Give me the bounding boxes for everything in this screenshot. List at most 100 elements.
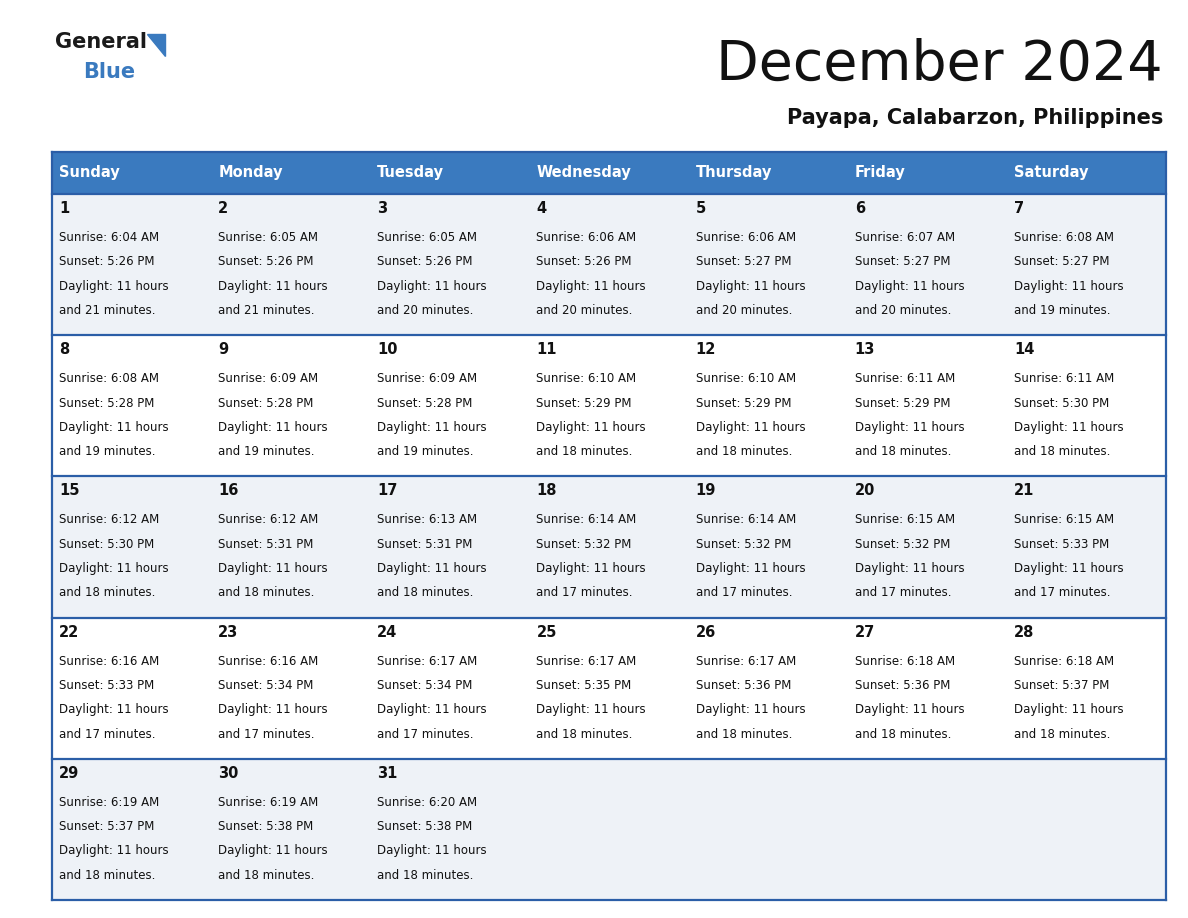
- Text: Sunset: 5:31 PM: Sunset: 5:31 PM: [219, 538, 314, 551]
- Text: Sunset: 5:29 PM: Sunset: 5:29 PM: [854, 397, 950, 409]
- Text: and 18 minutes.: and 18 minutes.: [854, 445, 952, 458]
- Text: 10: 10: [378, 342, 398, 357]
- Bar: [1007, 759, 1165, 900]
- Text: Daylight: 11 hours: Daylight: 11 hours: [378, 562, 487, 575]
- Bar: [52, 618, 211, 759]
- Text: Daylight: 11 hours: Daylight: 11 hours: [378, 703, 487, 716]
- Text: Daylight: 11 hours: Daylight: 11 hours: [695, 420, 805, 434]
- Text: 2: 2: [219, 201, 228, 216]
- Text: and 18 minutes.: and 18 minutes.: [1013, 445, 1111, 458]
- Text: and 18 minutes.: and 18 minutes.: [219, 587, 315, 599]
- Text: Sunrise: 6:15 AM: Sunrise: 6:15 AM: [1013, 513, 1114, 526]
- Text: Daylight: 11 hours: Daylight: 11 hours: [537, 703, 646, 716]
- Bar: [52, 335, 211, 476]
- Text: Daylight: 11 hours: Daylight: 11 hours: [378, 845, 487, 857]
- Text: Daylight: 11 hours: Daylight: 11 hours: [854, 280, 965, 293]
- Bar: [1007, 194, 1165, 335]
- Text: Daylight: 11 hours: Daylight: 11 hours: [1013, 703, 1124, 716]
- Text: Daylight: 11 hours: Daylight: 11 hours: [854, 562, 965, 575]
- Text: 30: 30: [219, 766, 239, 781]
- Text: 13: 13: [854, 342, 876, 357]
- Bar: [211, 335, 371, 476]
- Text: Monday: Monday: [219, 165, 283, 181]
- Text: 20: 20: [854, 484, 876, 498]
- Text: and 17 minutes.: and 17 minutes.: [378, 728, 474, 741]
- Text: and 17 minutes.: and 17 minutes.: [219, 728, 315, 741]
- Text: and 18 minutes.: and 18 minutes.: [1013, 728, 1111, 741]
- Text: 8: 8: [59, 342, 69, 357]
- Text: Sunrise: 6:19 AM: Sunrise: 6:19 AM: [59, 796, 159, 809]
- Bar: [530, 476, 689, 618]
- Text: Sunset: 5:28 PM: Sunset: 5:28 PM: [219, 397, 314, 409]
- Text: Daylight: 11 hours: Daylight: 11 hours: [1013, 420, 1124, 434]
- Text: Sunset: 5:30 PM: Sunset: 5:30 PM: [59, 538, 154, 551]
- Text: and 18 minutes.: and 18 minutes.: [537, 445, 633, 458]
- Bar: [848, 194, 1007, 335]
- Text: Sunset: 5:34 PM: Sunset: 5:34 PM: [219, 679, 314, 692]
- Text: Sunrise: 6:11 AM: Sunrise: 6:11 AM: [854, 372, 955, 386]
- Text: Daylight: 11 hours: Daylight: 11 hours: [695, 562, 805, 575]
- Text: Daylight: 11 hours: Daylight: 11 hours: [1013, 562, 1124, 575]
- Text: Sunrise: 6:11 AM: Sunrise: 6:11 AM: [1013, 372, 1114, 386]
- Text: Sunset: 5:26 PM: Sunset: 5:26 PM: [537, 255, 632, 268]
- Text: and 19 minutes.: and 19 minutes.: [378, 445, 474, 458]
- Bar: [530, 618, 689, 759]
- Text: and 18 minutes.: and 18 minutes.: [219, 868, 315, 882]
- Text: Sunset: 5:26 PM: Sunset: 5:26 PM: [378, 255, 473, 268]
- Text: Sunset: 5:29 PM: Sunset: 5:29 PM: [695, 397, 791, 409]
- Text: 19: 19: [695, 484, 716, 498]
- Text: Daylight: 11 hours: Daylight: 11 hours: [378, 280, 487, 293]
- Text: Sunrise: 6:06 AM: Sunrise: 6:06 AM: [695, 231, 796, 244]
- Bar: [689, 759, 848, 900]
- Text: Sunrise: 6:14 AM: Sunrise: 6:14 AM: [695, 513, 796, 526]
- Bar: [689, 152, 848, 194]
- Bar: [371, 618, 530, 759]
- Bar: [1007, 335, 1165, 476]
- Text: and 17 minutes.: and 17 minutes.: [537, 587, 633, 599]
- Text: 16: 16: [219, 484, 239, 498]
- Bar: [371, 759, 530, 900]
- Bar: [689, 618, 848, 759]
- Text: and 17 minutes.: and 17 minutes.: [1013, 587, 1111, 599]
- Text: Daylight: 11 hours: Daylight: 11 hours: [854, 703, 965, 716]
- Text: Sunrise: 6:12 AM: Sunrise: 6:12 AM: [59, 513, 159, 526]
- Text: Sunrise: 6:08 AM: Sunrise: 6:08 AM: [1013, 231, 1114, 244]
- Text: 27: 27: [854, 624, 876, 640]
- Text: and 18 minutes.: and 18 minutes.: [537, 728, 633, 741]
- Text: Sunrise: 6:18 AM: Sunrise: 6:18 AM: [1013, 655, 1114, 667]
- Bar: [848, 335, 1007, 476]
- Text: Sunset: 5:37 PM: Sunset: 5:37 PM: [1013, 679, 1110, 692]
- Text: Daylight: 11 hours: Daylight: 11 hours: [59, 562, 169, 575]
- Text: 3: 3: [378, 201, 387, 216]
- Text: Saturday: Saturday: [1013, 165, 1088, 181]
- Text: 25: 25: [537, 624, 557, 640]
- Bar: [211, 618, 371, 759]
- Text: Sunset: 5:26 PM: Sunset: 5:26 PM: [59, 255, 154, 268]
- Bar: [530, 152, 689, 194]
- Text: 11: 11: [537, 342, 557, 357]
- Text: Sunset: 5:34 PM: Sunset: 5:34 PM: [378, 679, 473, 692]
- Bar: [52, 194, 211, 335]
- Text: Sunrise: 6:08 AM: Sunrise: 6:08 AM: [59, 372, 159, 386]
- Text: Daylight: 11 hours: Daylight: 11 hours: [59, 703, 169, 716]
- Text: Sunset: 5:38 PM: Sunset: 5:38 PM: [378, 820, 473, 834]
- Text: Daylight: 11 hours: Daylight: 11 hours: [59, 420, 169, 434]
- Bar: [689, 335, 848, 476]
- Bar: [689, 194, 848, 335]
- Text: Sunset: 5:35 PM: Sunset: 5:35 PM: [537, 679, 632, 692]
- Text: Sunset: 5:28 PM: Sunset: 5:28 PM: [59, 397, 154, 409]
- Text: Sunrise: 6:20 AM: Sunrise: 6:20 AM: [378, 796, 478, 809]
- Text: and 17 minutes.: and 17 minutes.: [854, 587, 952, 599]
- Text: and 18 minutes.: and 18 minutes.: [695, 728, 792, 741]
- Bar: [371, 335, 530, 476]
- Bar: [371, 152, 530, 194]
- Text: and 20 minutes.: and 20 minutes.: [695, 304, 792, 317]
- Text: Friday: Friday: [854, 165, 905, 181]
- Text: Sunset: 5:36 PM: Sunset: 5:36 PM: [695, 679, 791, 692]
- Text: 7: 7: [1013, 201, 1024, 216]
- Bar: [211, 476, 371, 618]
- Text: 28: 28: [1013, 624, 1035, 640]
- Text: and 18 minutes.: and 18 minutes.: [59, 587, 156, 599]
- Text: Sunrise: 6:06 AM: Sunrise: 6:06 AM: [537, 231, 637, 244]
- Text: 9: 9: [219, 342, 228, 357]
